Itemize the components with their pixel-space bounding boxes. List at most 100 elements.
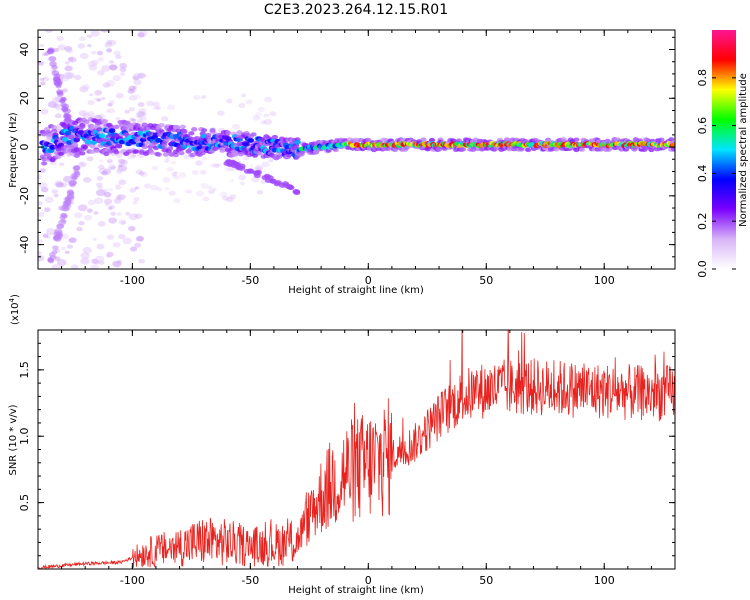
spectrogram-cell: [136, 118, 143, 123]
spectrogram-cell: [84, 214, 93, 221]
snr-xtick-label: 0: [365, 574, 372, 587]
spectrogram-cell: [142, 112, 147, 116]
spectrogram-cell: [132, 201, 138, 205]
spectrogram-cell: [60, 145, 68, 150]
snr-xtick-label: -100: [120, 574, 145, 587]
spectrogram-cell: [48, 56, 57, 62]
spectrogram-cell: [178, 172, 187, 178]
spectrogram-cell: [115, 153, 123, 159]
spectrogram-cell: [61, 246, 66, 251]
spectrogram-cell: [101, 65, 111, 72]
spectrogram-cell: [47, 256, 54, 261]
spectrogram-cell: [38, 212, 45, 217]
spectrogram-cell: [135, 236, 144, 242]
spectrogram-cell: [86, 156, 94, 162]
spectrogram-cell: [90, 264, 100, 269]
spectrogram-cell: [103, 151, 110, 157]
spectrogram-cell: [206, 185, 213, 190]
spectrogram-cell: [96, 243, 105, 250]
spectrogram-cell: [83, 119, 90, 124]
spectrogram-cell: [93, 97, 99, 101]
spectrogram-cell: [118, 233, 126, 240]
colorbar-ticks: 0.0 0.2 0.4 0.6 0.8: [696, 69, 736, 278]
spectrogram-cell: [98, 167, 108, 175]
spectrogram-cell: [113, 50, 121, 56]
spectrogram-cell: [54, 228, 63, 235]
spectrogram-cell: [112, 242, 121, 248]
spectrogram-cell: [129, 87, 137, 93]
spectrogram-cell: [183, 154, 190, 160]
spectrogram-ytick-label: 40: [18, 43, 31, 57]
spectrogram-cell: [143, 183, 152, 189]
spectrogram-cell: [96, 50, 104, 56]
spectrogram-cell: [128, 85, 136, 91]
spectrogram-cell: [166, 166, 174, 172]
spectrogram-cell: [51, 97, 61, 104]
spectrogram-cell: [164, 187, 170, 191]
spectrogram-cell: [250, 132, 257, 137]
spectrogram-cell: [191, 127, 198, 132]
spectrogram-cell: [162, 176, 171, 183]
spectrogram-cell: [138, 171, 145, 176]
spectrogram-cell: [78, 220, 85, 226]
spectrogram-ytick-label: -40: [18, 236, 31, 254]
spectrogram-cell: [61, 88, 68, 93]
spectrogram-cell: [116, 195, 122, 199]
spectrogram-cell: [88, 93, 94, 97]
spectrogram-cell: [224, 167, 231, 172]
spectrogram-cell: [60, 75, 70, 82]
spectrogram-cell: [97, 113, 106, 119]
spectrogram-cell: [97, 221, 106, 227]
spectrogram-cell: [53, 193, 59, 198]
spectrogram-cell: [74, 74, 82, 81]
spectrogram-cell: [58, 98, 66, 104]
spectrogram-cell: [137, 32, 145, 38]
spectrogram-cell: [112, 30, 117, 31]
spectrogram-cell: [125, 146, 132, 151]
spectrogram-cell: [113, 198, 122, 204]
spectrogram-cell: [116, 170, 123, 175]
spectrogram-cell: [138, 258, 145, 264]
spectrogram-cell: [86, 135, 93, 141]
spectrogram-cell: [132, 85, 137, 89]
snr-axes: -100 -50 0 50 100 0.5 1.0 1.5: [18, 329, 676, 587]
spectrogram-cell: [171, 171, 178, 177]
spectrogram-cell: [93, 260, 100, 265]
spectrogram-cell: [211, 187, 217, 192]
spectrogram-cell: [135, 169, 143, 175]
snr-multiplier-close: ): [10, 294, 21, 298]
spectrogram-cell: [40, 186, 49, 193]
spectrogram-cell: [133, 94, 141, 100]
spectrogram-cell: [66, 48, 74, 54]
snr-line: [38, 330, 675, 569]
spectrogram-cell: [115, 183, 121, 188]
spectrogram-cell: [129, 117, 136, 122]
spectrogram-cell: [72, 142, 79, 147]
spectrogram-cell: [68, 237, 76, 244]
spectrogram-cell: [64, 45, 73, 52]
snr-ytick-label: 1.5: [18, 361, 31, 379]
spectrogram-cell: [263, 113, 270, 118]
snr-multiplier-exponent: 4: [8, 297, 16, 302]
spectrogram-cell: [39, 77, 45, 82]
spectrogram-cell: [91, 50, 97, 55]
spectrogram-cell: [60, 182, 68, 188]
spectrogram-cell: [137, 102, 145, 108]
spectrogram-cell: [78, 110, 88, 117]
spectrogram-cell: [136, 111, 145, 117]
spectrogram-cell: [47, 101, 58, 108]
spectrogram-cell: [107, 39, 117, 46]
spectrogram-cell: [264, 96, 273, 103]
spectrogram-cell: [256, 189, 264, 195]
spectrogram-cell: [269, 111, 277, 117]
snr-xlabel: Height of straight line (km): [288, 585, 424, 596]
spectrogram-cell: [108, 100, 115, 105]
snr-ylabel: SNR (10 * v/v): [8, 404, 19, 475]
spectrogram-cell: [420, 137, 427, 142]
spectrogram-cell: [276, 154, 283, 159]
spectrogram-cell: [72, 165, 81, 171]
spectrogram-cell: [101, 170, 108, 176]
spectrogram-cell: [128, 225, 136, 232]
spectrogram-cell: [116, 212, 122, 216]
